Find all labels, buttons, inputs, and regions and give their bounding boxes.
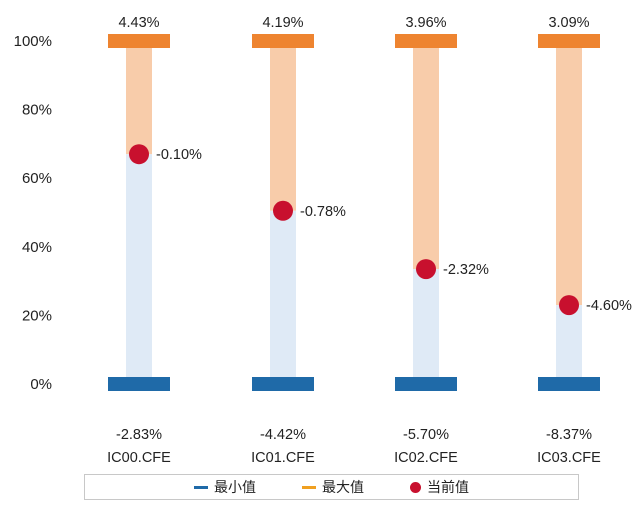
range-lower-fill [126, 154, 152, 384]
y-tick-label: 60% [22, 170, 52, 187]
min-value-label: -2.83% [116, 427, 162, 443]
current-point [559, 295, 579, 316]
legend-item-max: 最大值 [302, 477, 364, 497]
legend-item-current: 当前值 [410, 477, 469, 497]
legend-swatch-current [410, 481, 421, 493]
current-value-label: -4.60% [586, 298, 632, 314]
min-value-label: -5.70% [403, 427, 449, 443]
max-marker [395, 34, 457, 48]
category-label: IC02.CFE [394, 450, 458, 466]
current-point [273, 200, 293, 221]
current-value-label: -0.10% [156, 147, 202, 163]
min-marker [538, 377, 600, 391]
range-lower-fill [556, 305, 582, 384]
min-value-label: -4.42% [260, 427, 306, 443]
y-tick-label: 20% [22, 307, 52, 324]
range-upper-fill [556, 41, 582, 306]
legend-label-min: 最小值 [214, 479, 256, 495]
max-value-label: 4.19% [262, 15, 303, 31]
max-marker [252, 34, 314, 48]
range-lower-fill [270, 210, 296, 384]
min-value-label: -8.37% [546, 427, 592, 443]
min-marker [108, 377, 170, 391]
category-label: IC01.CFE [251, 450, 315, 466]
y-tick-label: 40% [22, 239, 52, 256]
current-point [416, 259, 436, 280]
range-upper-fill [413, 41, 439, 270]
range-upper-fill [270, 41, 296, 211]
y-tick-label: 0% [30, 376, 52, 393]
max-marker [538, 34, 600, 48]
legend-swatch-max [302, 485, 316, 489]
legend-label-current: 当前值 [427, 479, 469, 495]
category-label: IC00.CFE [107, 450, 171, 466]
min-marker [395, 377, 457, 391]
range-lower-fill [413, 269, 439, 384]
y-tick-label: 100% [14, 33, 52, 50]
current-value-label: -0.78% [300, 204, 346, 220]
legend: 最小值 最大值 当前值 [84, 474, 579, 500]
y-tick-label: 80% [22, 102, 52, 119]
category-label: IC03.CFE [537, 450, 601, 466]
min-marker [252, 377, 314, 391]
max-value-label: 3.96% [405, 15, 446, 31]
max-value-label: 3.09% [548, 15, 589, 31]
max-marker [108, 34, 170, 48]
legend-item-min: 最小值 [194, 477, 256, 497]
legend-swatch-min [194, 485, 208, 489]
legend-label-max: 最大值 [322, 479, 364, 495]
range-upper-fill [126, 41, 152, 155]
current-point [129, 144, 149, 165]
max-value-label: 4.43% [118, 15, 159, 31]
range-chart: 0% 20% 40% 60% 80% 100% 4.43% -0.10% -2.83% IC00.… [14, 15, 632, 466]
current-value-label: -2.32% [443, 262, 489, 278]
